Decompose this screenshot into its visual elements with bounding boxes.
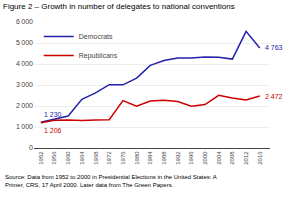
svg-text:5 000: 5 000 — [16, 39, 33, 46]
svg-text:1984: 1984 — [147, 151, 153, 165]
svg-text:1992: 1992 — [175, 151, 181, 165]
svg-text:1964: 1964 — [79, 151, 85, 165]
svg-text:Democrats: Democrats — [79, 33, 113, 40]
svg-text:Figure 2 – Growth in number of: Figure 2 – Growth in number of delegates… — [3, 2, 235, 11]
svg-text:4 763: 4 763 — [265, 44, 283, 51]
svg-text:Source: Data from 1952 to 2000: Source: Data from 1952 to 2000 in Presid… — [5, 174, 217, 188]
svg-text:0: 0 — [29, 144, 33, 151]
svg-text:2012: 2012 — [243, 151, 249, 165]
svg-text:1956: 1956 — [51, 151, 57, 165]
svg-text:2 000: 2 000 — [16, 102, 33, 109]
svg-text:1968: 1968 — [93, 151, 99, 165]
svg-text:2000: 2000 — [202, 151, 208, 165]
svg-text:1972: 1972 — [106, 151, 112, 165]
svg-text:1 230: 1 230 — [44, 111, 62, 118]
svg-text:2008: 2008 — [229, 151, 235, 165]
svg-text:1 000: 1 000 — [16, 123, 33, 130]
svg-text:2004: 2004 — [216, 151, 222, 165]
svg-text:Republicans: Republicans — [79, 52, 118, 60]
svg-text:1976: 1976 — [120, 151, 126, 165]
svg-text:1960: 1960 — [65, 151, 71, 165]
svg-text:4 000: 4 000 — [16, 60, 33, 67]
svg-text:2 472: 2 472 — [265, 93, 283, 100]
svg-text:2016: 2016 — [257, 151, 263, 165]
svg-text:1 206: 1 206 — [44, 127, 62, 134]
svg-text:1980: 1980 — [134, 151, 140, 165]
svg-text:1996: 1996 — [188, 151, 194, 165]
svg-text:3 000: 3 000 — [16, 81, 33, 88]
svg-text:1988: 1988 — [161, 151, 167, 165]
svg-text:6 000: 6 000 — [16, 18, 33, 25]
svg-text:1952: 1952 — [38, 151, 44, 165]
